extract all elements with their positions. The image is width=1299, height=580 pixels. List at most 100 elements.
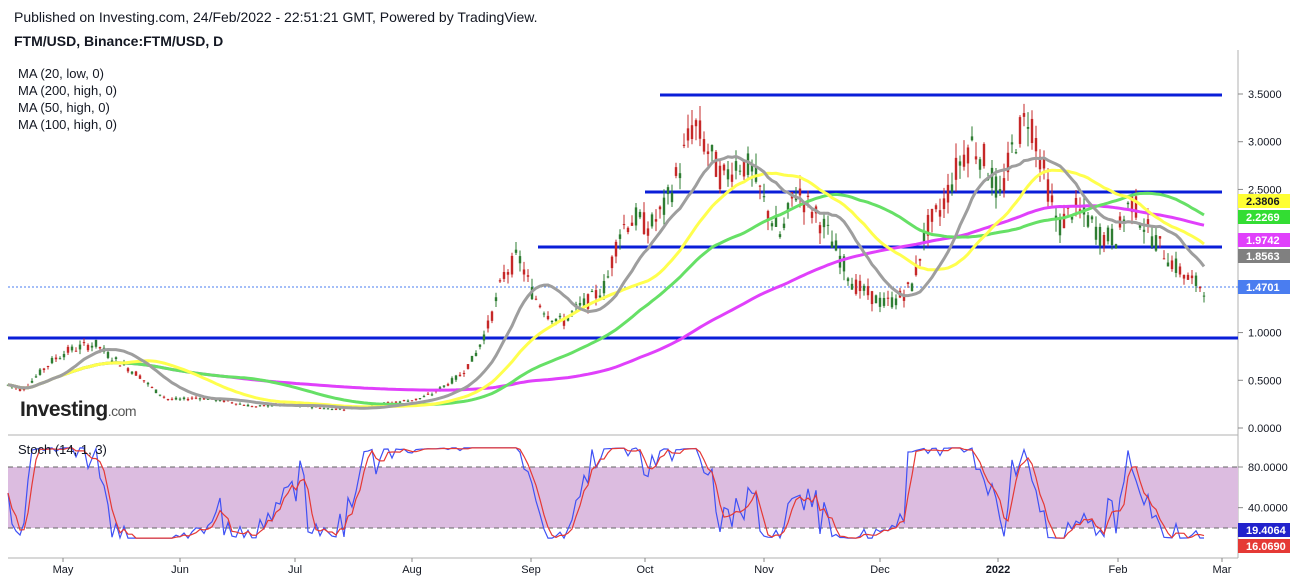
price-badge-label: 1.9742 bbox=[1246, 235, 1280, 247]
candle-body bbox=[618, 234, 622, 239]
legend-ma50[interactable]: MA (50, high, 0) bbox=[18, 100, 110, 115]
candle-body bbox=[170, 398, 174, 400]
candle-body bbox=[86, 344, 90, 351]
candle-body bbox=[58, 358, 62, 360]
candle-body bbox=[930, 208, 934, 222]
candle-body bbox=[630, 222, 634, 226]
candle-body bbox=[178, 398, 182, 400]
price-tick-label: 3.0000 bbox=[1248, 137, 1282, 149]
candle-body bbox=[1162, 258, 1166, 260]
candle-body bbox=[1086, 215, 1090, 227]
candle-body bbox=[1190, 275, 1194, 279]
stochastic bbox=[7, 446, 1205, 540]
legend-ma20[interactable]: MA (20, low, 0) bbox=[18, 66, 104, 81]
candle-body bbox=[946, 184, 950, 203]
candle-body bbox=[1074, 197, 1078, 207]
candle-body bbox=[446, 384, 450, 386]
candle-body bbox=[662, 197, 666, 215]
candle-body bbox=[1026, 126, 1030, 129]
price-tick-label: 3.5000 bbox=[1248, 89, 1282, 101]
price-tick-label: 0.0000 bbox=[1248, 423, 1282, 435]
candle-body bbox=[238, 403, 242, 405]
candles bbox=[6, 103, 1206, 412]
candle-body bbox=[966, 147, 970, 164]
candle-body bbox=[566, 317, 570, 321]
moving-averages bbox=[7, 154, 1206, 410]
price-tick-label: 0.5000 bbox=[1248, 375, 1282, 387]
candle-body bbox=[698, 120, 702, 139]
candle-body bbox=[1002, 178, 1006, 191]
candle-body bbox=[1178, 266, 1182, 275]
candle-body bbox=[1042, 157, 1046, 169]
candle-body bbox=[686, 128, 690, 141]
candle-body bbox=[418, 398, 422, 400]
candle-body bbox=[786, 203, 790, 211]
candle-body bbox=[198, 398, 202, 400]
candle-body bbox=[506, 272, 510, 275]
candle-body bbox=[50, 357, 54, 364]
time-tick-label: 2022 bbox=[986, 564, 1010, 576]
candle-body bbox=[330, 408, 334, 411]
candle-body bbox=[822, 218, 826, 228]
candle-body bbox=[818, 225, 822, 234]
legend-ma200[interactable]: MA (200, high, 0) bbox=[18, 83, 117, 98]
candle-body bbox=[114, 357, 118, 359]
candle-body bbox=[558, 315, 562, 318]
candle-body bbox=[142, 380, 146, 382]
candle-body bbox=[526, 275, 530, 277]
candle-body bbox=[846, 278, 850, 282]
candle-body bbox=[54, 357, 58, 360]
candle-body bbox=[454, 375, 458, 380]
published-note: Published on Investing.com, 24/Feb/2022 … bbox=[14, 9, 538, 25]
candle-body bbox=[990, 167, 994, 188]
candle-body bbox=[894, 298, 898, 306]
stoch-tick-label: 40.0000 bbox=[1248, 503, 1288, 515]
candle-body bbox=[582, 298, 586, 306]
candle-body bbox=[230, 402, 234, 404]
candle-body bbox=[394, 401, 398, 403]
candle-body bbox=[654, 219, 658, 222]
candle-body bbox=[270, 405, 274, 407]
candle-body bbox=[938, 210, 942, 217]
candle-body bbox=[194, 397, 198, 399]
candle-body bbox=[570, 311, 574, 313]
candle-body bbox=[602, 280, 606, 294]
candle-body bbox=[878, 297, 882, 307]
price-badges: 2.3806 2.2269 1.9742 1.8563 1.4701 19.4064 16.… bbox=[1238, 194, 1290, 553]
candle-body bbox=[246, 404, 250, 407]
candle-body bbox=[766, 211, 770, 219]
candle-body bbox=[926, 214, 930, 236]
candle-body bbox=[554, 318, 558, 322]
candle-body bbox=[1150, 236, 1154, 247]
candle-body bbox=[410, 400, 414, 402]
candle-body bbox=[342, 409, 346, 411]
candle-body bbox=[90, 345, 94, 348]
candle-body bbox=[338, 408, 342, 410]
candle-body bbox=[1202, 295, 1206, 297]
candle-body bbox=[322, 408, 326, 410]
candle-body bbox=[678, 173, 682, 179]
candle-body bbox=[266, 404, 270, 407]
candle-body bbox=[442, 385, 446, 387]
price-badge-bg bbox=[1238, 539, 1290, 553]
candle-body bbox=[622, 224, 626, 226]
candle-body bbox=[182, 397, 186, 400]
legend-ma100[interactable]: MA (100, high, 0) bbox=[18, 117, 117, 132]
candle-body bbox=[806, 195, 810, 198]
candle-body bbox=[942, 198, 946, 210]
candle-body bbox=[906, 282, 910, 285]
candle-body bbox=[826, 224, 830, 226]
candle-body bbox=[1186, 274, 1190, 280]
candle-body bbox=[562, 319, 566, 326]
candle-body bbox=[802, 202, 806, 213]
stoch-tick-label: 80.0000 bbox=[1248, 462, 1288, 474]
candle-body bbox=[886, 297, 890, 299]
candle-body bbox=[1198, 286, 1202, 289]
price-badge-bg bbox=[1238, 194, 1290, 208]
candle-body bbox=[782, 223, 786, 228]
candle-body bbox=[854, 279, 858, 294]
candle-body bbox=[1102, 235, 1106, 246]
candle-body bbox=[542, 313, 546, 315]
candle-body bbox=[1022, 113, 1026, 117]
